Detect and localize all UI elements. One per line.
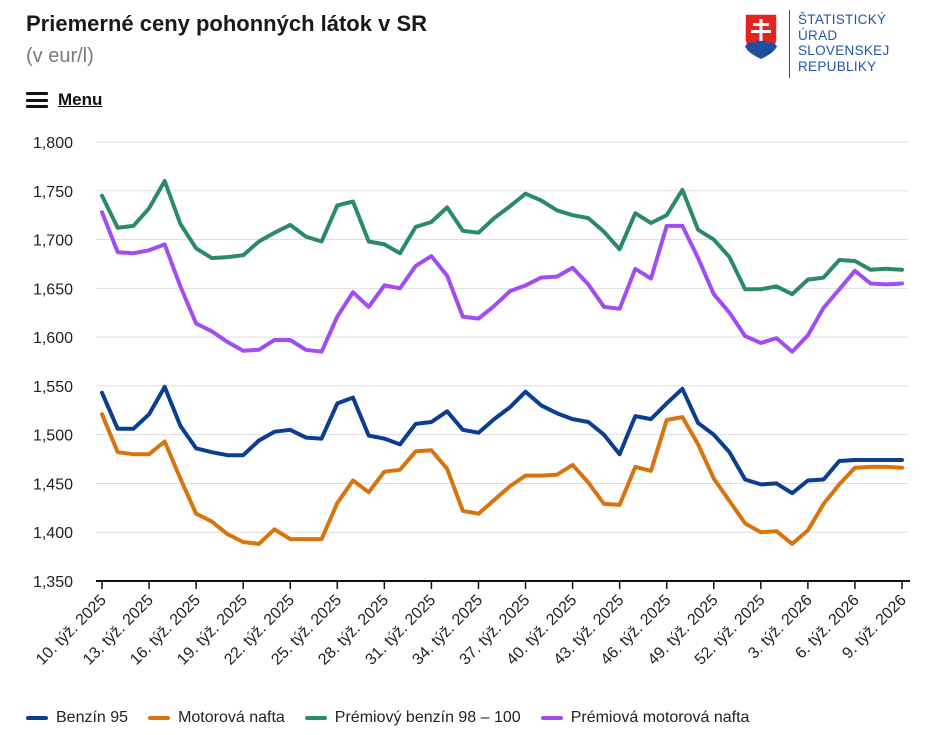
logo-divider: [789, 10, 790, 78]
y-tick-label: 1,650: [33, 281, 73, 298]
y-tick-label: 1,500: [33, 428, 73, 445]
y-tick-label: 1,700: [33, 233, 73, 250]
susr-logo[interactable]: ŠTATISTICKÝ ÚRAD SLOVENSKEJ REPUBLIKY: [743, 10, 890, 78]
legend-swatch: [304, 716, 327, 720]
legend-item-premium-nafta[interactable]: Prémiová motorová nafta: [540, 709, 750, 727]
legend-label: Benzín 95: [56, 709, 129, 726]
chart-title: Priemerné ceny pohonných látok v SR: [26, 11, 428, 36]
logo-line: ŠTATISTICKÝ: [798, 12, 887, 27]
chart-legend: Benzín 95 Motorová nafta Prémiový benzín…: [26, 709, 769, 727]
legend-item-benzin95[interactable]: Benzín 95: [26, 709, 128, 727]
legend-label: Prémiový benzín 98 – 100: [334, 709, 521, 726]
line-chart: 1,350 1,400 1,450 1,500 1,550 1,600 1,650 1,700…: [33, 135, 910, 669]
logo-line: REPUBLIKY: [798, 58, 877, 74]
logo-text: ŠTATISTICKÝ ÚRAD SLOVENSKEJ REPUBLIKY: [798, 12, 890, 78]
logo-line: ÚRAD: [798, 27, 838, 43]
y-tick-label: 1,400: [33, 525, 73, 542]
legend-swatch: [148, 716, 171, 720]
y-tick-label: 1,550: [33, 379, 73, 396]
y-tick-label: 1,800: [33, 135, 73, 152]
y-tick-label: 1,350: [33, 574, 73, 591]
legend-label: Motorová nafta: [178, 709, 285, 726]
series-line-premium_nafta[interactable]: [100, 210, 904, 354]
series-line-nafta[interactable]: [100, 412, 904, 546]
legend-item-nafta[interactable]: Motorová nafta: [148, 709, 285, 727]
slovak-coat-of-arms-icon: [744, 13, 778, 60]
legend-label: Prémiová motorová nafta: [570, 709, 750, 726]
series-line-premium_benzin[interactable]: [100, 179, 904, 297]
legend-item-premium-benzin[interactable]: Prémiový benzín 98 – 100: [304, 709, 521, 727]
logo-line: SLOVENSKEJ: [798, 43, 890, 58]
y-tick-label: 1,750: [33, 184, 73, 201]
y-tick-label: 1,450: [33, 476, 73, 493]
legend-swatch: [540, 716, 563, 720]
legend-swatch: [26, 716, 48, 720]
chart-subtitle: (v eur/l): [26, 45, 94, 67]
menu-label: Menu: [58, 90, 103, 109]
series-line-benzin95[interactable]: [100, 384, 904, 496]
y-tick-label: 1,600: [33, 330, 73, 347]
menu-button[interactable]: Menu: [26, 90, 102, 110]
hamburger-icon: [26, 92, 48, 108]
